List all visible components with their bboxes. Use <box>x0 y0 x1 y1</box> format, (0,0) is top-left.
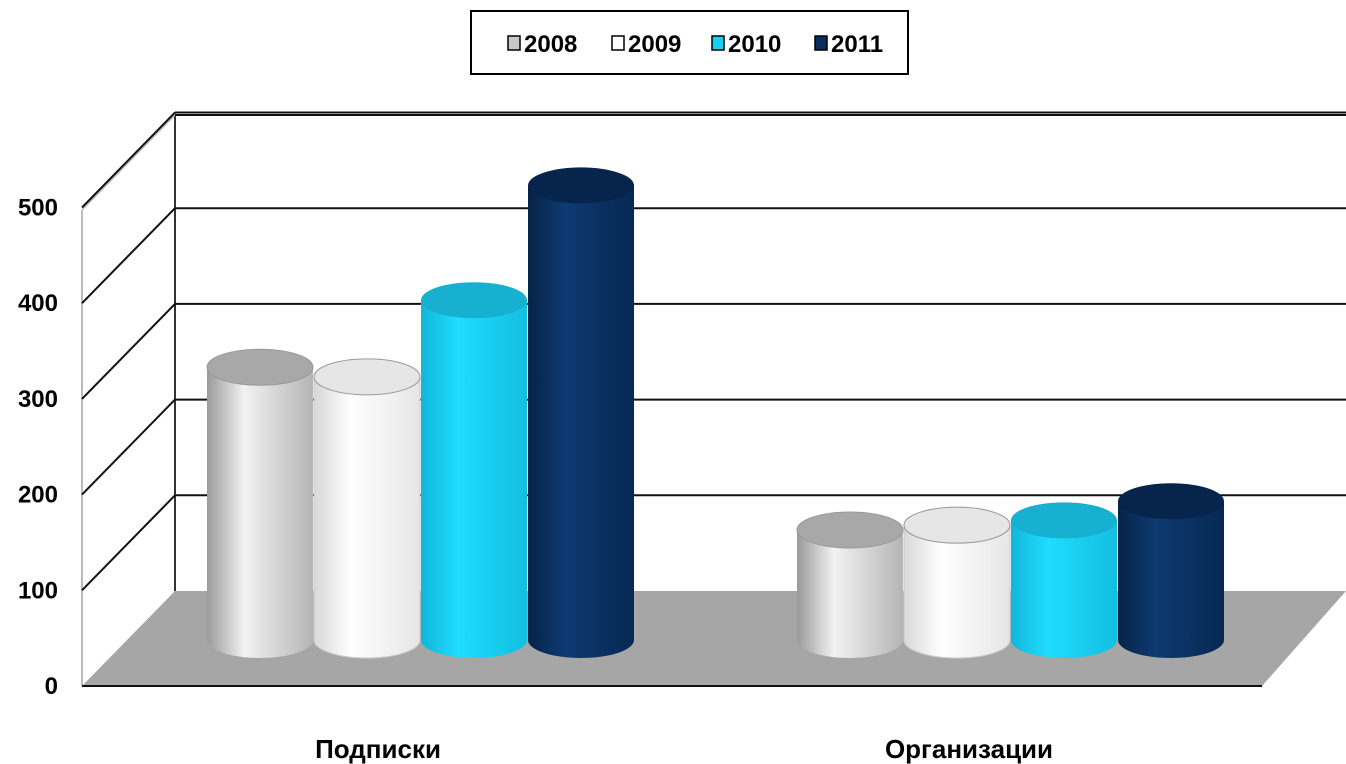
side-wall-top <box>81 114 176 211</box>
y-tick-label: 100 <box>18 577 58 604</box>
bar-top <box>528 167 634 204</box>
y-tick-label: 200 <box>18 482 58 509</box>
bar-Подписки-2008 <box>206 348 314 658</box>
bar-top <box>796 511 904 549</box>
legend-swatch-2011 <box>814 35 828 51</box>
bar-body <box>528 185 634 659</box>
bar-body <box>1011 520 1117 658</box>
legend-swatch-2008 <box>507 35 521 51</box>
x-axis: Подписки Организации <box>315 734 1053 764</box>
gridline-side <box>81 207 176 304</box>
y-tick-label: 0 <box>45 673 58 700</box>
bar-body <box>797 529 903 658</box>
x-category-label: Организации <box>885 734 1053 764</box>
legend: 2008 2009 2010 2011 <box>470 10 909 75</box>
bar-Подписки-2011 <box>528 167 634 659</box>
gridline-side <box>81 494 176 591</box>
gridline-side <box>81 111 176 209</box>
bar-top <box>313 358 421 396</box>
bar-body <box>313 376 421 659</box>
legend-label-2009: 2009 <box>628 31 681 58</box>
bar-body <box>1118 501 1224 658</box>
bar-top <box>1118 483 1224 520</box>
bar-Организации-2011 <box>1118 483 1224 658</box>
y-tick-label: 300 <box>18 386 58 413</box>
bar-top <box>206 348 314 386</box>
y-tick-label: 500 <box>18 195 58 222</box>
legend-label-2008: 2008 <box>524 31 577 58</box>
bar-Организации-2008 <box>796 511 904 658</box>
bar-body <box>421 300 527 658</box>
bar-top <box>1011 502 1117 539</box>
gridline-side <box>81 398 176 496</box>
bar-Организации-2010 <box>1011 502 1117 658</box>
bar-top <box>421 282 527 319</box>
bar-body <box>207 367 313 658</box>
bars <box>206 167 1224 659</box>
y-tick-label: 400 <box>18 290 58 317</box>
bar-body <box>903 524 1011 659</box>
bar-top <box>903 506 1011 544</box>
y-axis: 0 100 200 300 400 500 <box>18 195 58 701</box>
legend-label-2010: 2010 <box>728 31 781 58</box>
bar-Подписки-2009 <box>313 358 421 659</box>
legend-swatch-2010 <box>711 35 725 51</box>
gridline-side <box>81 303 176 400</box>
legend-swatch-2009 <box>611 35 625 51</box>
bar-Организации-2009 <box>903 506 1011 659</box>
bar-Подписки-2010 <box>421 282 527 658</box>
legend-box <box>470 10 909 75</box>
x-category-label: Подписки <box>315 734 441 764</box>
legend-label-2011: 2011 <box>831 31 883 58</box>
